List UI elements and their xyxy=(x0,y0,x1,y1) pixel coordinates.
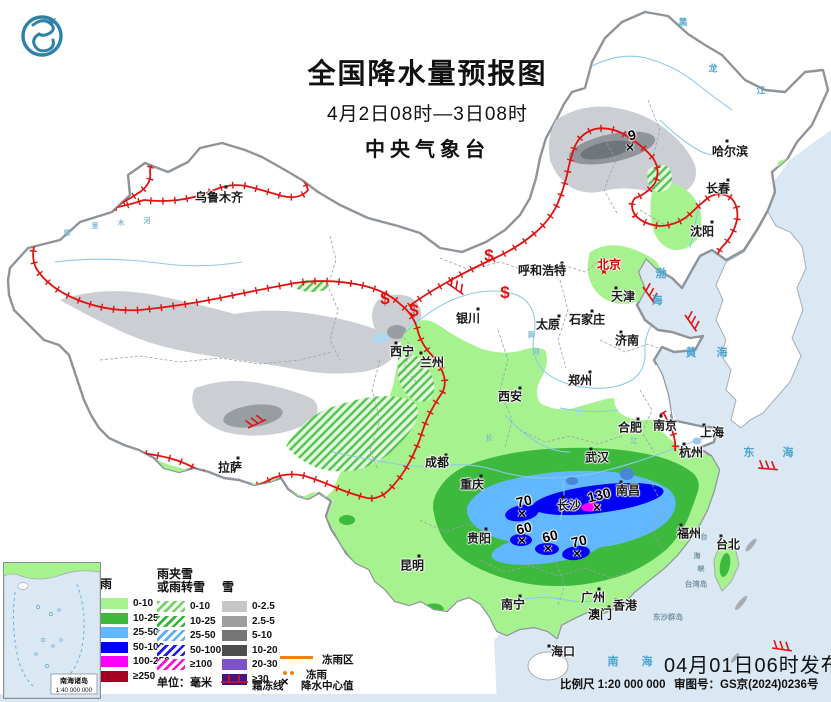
snow-legend-row: ≥30 xyxy=(222,673,278,685)
sleet-legend-row: 25-50 xyxy=(157,630,221,642)
snow-legend-row: 10-20 xyxy=(222,644,278,656)
freezing-zone-label: 冻雨区 xyxy=(322,654,354,666)
sleet-legend-row: 10-25 xyxy=(157,615,221,627)
snow-legend-row: 20-30 xyxy=(222,659,278,671)
hainan-island xyxy=(527,651,569,681)
freezing-rain-dot-icon xyxy=(283,671,287,675)
rain-legend-row: 10-25 xyxy=(100,612,170,624)
rain-legend-row: 100-250 xyxy=(100,656,170,668)
sea-bottom-strip xyxy=(0,694,831,702)
sleet-legend-row: 0-10 xyxy=(157,601,221,612)
page-title: 全国降水量预报图 xyxy=(307,58,548,89)
sleet-range-label: 50-100 xyxy=(190,644,222,656)
snow-range-label: 0-2.5 xyxy=(252,601,275,612)
forecast-period: 4月2日08时—3日08时 xyxy=(327,104,528,125)
snow-range-label: 5-10 xyxy=(252,630,273,642)
snow-range-label: 20-30 xyxy=(252,659,278,671)
rain-range-label: ≥250 xyxy=(133,670,156,682)
tai-lake xyxy=(692,437,702,445)
rain-range-label: 0-10 xyxy=(133,598,154,609)
snow-swatch xyxy=(222,659,247,671)
cma-logo-icon xyxy=(21,15,63,57)
legend-rain-column: 雨 0-10 10-25 25-50 50-100 100-250 ≥250 xyxy=(100,578,170,686)
legend-snow-column: 雪 0-2.5 2.5-5 5-10 10-20 20-30 ≥30 xyxy=(222,581,278,689)
offshore-islands xyxy=(730,538,757,663)
dongting-lake xyxy=(566,477,578,485)
snow-legend-row: 0-2.5 xyxy=(222,601,278,612)
rivers xyxy=(54,55,733,603)
qinghai-lake xyxy=(373,333,389,343)
frost-line-label: 霜冻线 xyxy=(252,680,284,692)
snow-swatch xyxy=(222,673,247,685)
rain-range-label: 10-25 xyxy=(133,612,159,624)
freezing-rain-label: 冻雨 xyxy=(306,669,327,681)
rain-swatch xyxy=(100,641,128,653)
rain-range-label: 50-100 xyxy=(133,641,165,653)
south-china-sea-inset: 南海诸岛 1:40 000 000 xyxy=(3,562,101,699)
inset-title: 南海诸岛 xyxy=(60,676,88,685)
x-mark-sample-icon: × xyxy=(281,674,289,689)
snow-swatch xyxy=(222,615,247,627)
snow-legend-row: 2.5-5 xyxy=(222,615,278,627)
rain-swatch xyxy=(100,598,128,609)
rain-legend-row: 25-50 xyxy=(100,627,170,639)
legend-sleet-column: 雨夹雪 或雨转雪 0-10 10-25 25-50 50-100 ≥100 单位：毫米 xyxy=(157,568,221,690)
map-scale: 比例尺 1:20 000 000 xyxy=(560,679,666,691)
sleet-swatch xyxy=(157,630,185,642)
freezing-rain-dot-icon xyxy=(290,671,294,675)
inset-scale: 1:40 000 000 xyxy=(56,687,93,694)
legend-sleet-header: 雨夹雪 或雨转雪 xyxy=(157,567,206,594)
rain-swatch xyxy=(100,670,128,682)
sleet-legend-row: ≥100 xyxy=(157,659,221,671)
snow-swatch xyxy=(222,644,247,656)
frost-line-sample-icon xyxy=(221,675,248,683)
title-block: 全国降水量预报图 4月2日08时—3日08时 中央气象台 xyxy=(250,52,605,162)
sleet-legend-row: 50-100 xyxy=(157,644,222,656)
approval-number: 审图号：GS京(2024)0236号 xyxy=(674,679,819,691)
province-borders xyxy=(99,99,691,606)
precipitation-layers xyxy=(54,55,817,638)
issue-time: 04月01日06时发布 xyxy=(664,655,831,677)
sleet-range-label: 10-25 xyxy=(190,615,216,627)
rain-legend-row: 0-10 xyxy=(100,598,170,609)
snow-swatch xyxy=(222,601,247,612)
snow-range-label: 10-20 xyxy=(252,644,278,656)
snow-range-label: 2.5-5 xyxy=(252,615,275,627)
sleet-swatch xyxy=(157,601,185,612)
rain-range-label: 100-250 xyxy=(133,656,170,668)
rain-range-label: 25-50 xyxy=(133,627,159,639)
agency-name: 中央气象台 xyxy=(365,139,490,161)
legend-snow-header: 雪 xyxy=(222,580,235,594)
sleet-swatch xyxy=(157,644,185,656)
center-value-label: 降水中心值 xyxy=(301,680,354,692)
rain-swatch xyxy=(100,627,128,639)
rain-legend-row: ≥250 xyxy=(100,670,170,682)
freezing-rain-zone-line-icon xyxy=(280,656,313,659)
snow-range-label: ≥30 xyxy=(252,673,269,685)
rain-legend-row: 50-100 xyxy=(100,641,170,653)
snow-legend-row: 5-10 xyxy=(222,630,278,642)
sleet-range-label: 25-50 xyxy=(190,630,216,642)
poyang-lake xyxy=(620,468,634,480)
sleet-range-label: 0-10 xyxy=(190,601,211,612)
snow-swatch xyxy=(222,630,247,642)
sleet-range-label: ≥100 xyxy=(190,659,213,671)
sleet-swatch xyxy=(157,615,185,627)
rain-swatch xyxy=(100,656,128,668)
legend-rain-header: 雨 xyxy=(100,577,113,591)
korea-landmass xyxy=(715,210,807,429)
legend-unit-label: 单位：毫米 xyxy=(157,677,212,690)
sleet-swatch xyxy=(157,659,185,671)
rain-swatch xyxy=(100,612,128,624)
